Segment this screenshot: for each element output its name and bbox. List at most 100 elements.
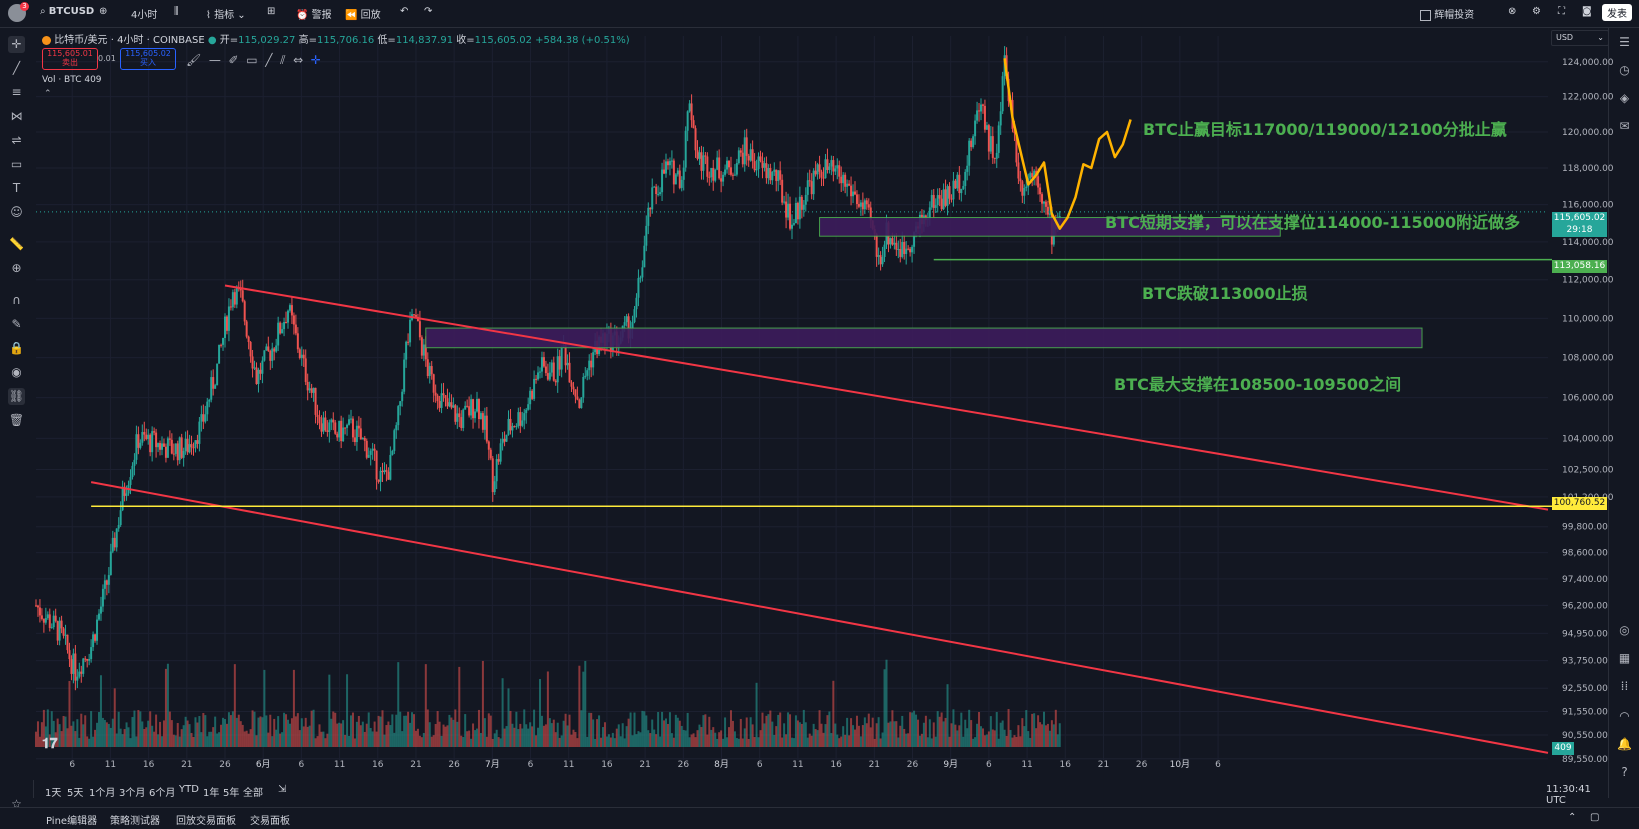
zoom-icon[interactable]: ⊕: [11, 261, 22, 275]
candle-body: [861, 202, 864, 210]
alert-button[interactable]: ⏰ 警报: [296, 6, 332, 21]
crosshair-icon[interactable]: ✛: [8, 36, 25, 53]
quick-search-icon[interactable]: ⊗: [1508, 6, 1517, 17]
ray-icon[interactable]: ╱: [265, 53, 273, 67]
volume-bar: [129, 738, 132, 747]
range-ytd[interactable]: YTD: [179, 784, 199, 795]
range-1y[interactable]: 1年: [203, 788, 220, 799]
volume-bar: [672, 737, 675, 747]
range-6m[interactable]: 6个月: [149, 788, 176, 799]
chevron-up-icon[interactable]: ⌃: [1568, 812, 1577, 823]
tab-trading-panel[interactable]: 交易面板: [250, 816, 290, 827]
pattern-icon[interactable]: ⋈: [10, 109, 23, 123]
annotation-take-profit[interactable]: BTC止赢目标117000/119000/12100分批止赢: [1143, 120, 1507, 139]
symbol-legend[interactable]: 比特币/美元 · 4小时 · COINBASE ● 开=115,029.27 高…: [42, 31, 630, 46]
pen-icon[interactable]: ✐: [228, 53, 239, 67]
volume-bar: [493, 733, 496, 747]
trade-toggle[interactable]: 辉帽投资: [1420, 6, 1474, 21]
volume-bar: [48, 734, 51, 747]
candle-body: [666, 161, 669, 166]
tab-replay-trading[interactable]: 回放交易面板: [176, 816, 236, 827]
range-5d[interactable]: 5天: [67, 788, 84, 799]
candle-body: [499, 443, 502, 462]
clock-icon[interactable]: ◷: [1619, 63, 1630, 77]
tradingview-logo-icon[interactable]: 𝟏𝟕: [42, 736, 58, 752]
utc-clock[interactable]: 11:30:41 UTC: [1546, 784, 1591, 806]
watchlist-icon[interactable]: ☰: [1619, 35, 1630, 49]
calendar-icon[interactable]: ▦: [1618, 651, 1631, 665]
cross-icon[interactable]: ✛: [310, 53, 321, 67]
indicators-button[interactable]: ⌇ 指标 ⌄: [206, 6, 246, 21]
annotation-short-support[interactable]: BTC短期支撑，可以在支撑位114000-115000附近做多: [1105, 213, 1521, 232]
volume-bar: [686, 712, 689, 747]
target-icon[interactable]: ◎: [1619, 623, 1630, 637]
replay-button[interactable]: ⏪ 回放: [345, 6, 381, 21]
range-5y[interactable]: 5年: [223, 788, 240, 799]
apps-icon[interactable]: ⁞⁞: [1620, 679, 1629, 693]
candle-body: [326, 430, 329, 432]
fullscreen-icon[interactable]: ⛶: [1558, 6, 1565, 17]
range-1d[interactable]: 1天: [45, 788, 62, 799]
chat-icon[interactable]: ✉: [1619, 119, 1630, 133]
trash-icon[interactable]: 🗑: [8, 413, 25, 427]
rectangle-icon[interactable]: ▭: [246, 53, 258, 67]
goto-date-icon[interactable]: ⇲: [278, 784, 287, 795]
buy-button[interactable]: 115,605.02 买入: [120, 48, 176, 70]
settings-icon[interactable]: ⚙: [1532, 6, 1541, 17]
magnet-icon[interactable]: ∩: [12, 293, 21, 307]
horizontal-line-icon[interactable]: —: [208, 53, 221, 67]
help-icon[interactable]: ?: [1621, 765, 1628, 779]
range-icon[interactable]: ⇔: [293, 53, 304, 67]
snapshot-icon[interactable]: ◙: [1582, 6, 1592, 17]
broadcast-icon[interactable]: ◠: [1619, 709, 1630, 723]
annotation-major-support[interactable]: BTC最大支撑在108500-109500之间: [1114, 375, 1402, 394]
range-all[interactable]: 全部: [243, 788, 263, 799]
annotation-stop-loss[interactable]: BTC跌破113000止损: [1142, 284, 1308, 303]
range-3m[interactable]: 3个月: [119, 788, 146, 799]
layout-icon[interactable]: ⊞: [267, 6, 276, 17]
notifications-icon[interactable]: 🔔: [1617, 737, 1632, 751]
lock-icon[interactable]: 🔒: [9, 341, 24, 355]
add-symbol-icon[interactable]: ⊕: [99, 6, 108, 17]
interval-button[interactable]: 4小时: [131, 10, 158, 21]
alert-label: 警报: [311, 10, 332, 21]
prediction-icon[interactable]: ⇌: [11, 133, 22, 147]
currency-select[interactable]: USD ⌄: [1551, 30, 1609, 46]
volume-bar: [363, 731, 366, 747]
volume-bar: [1021, 718, 1024, 747]
candle-body: [76, 676, 79, 681]
layers-icon[interactable]: ◈: [1619, 91, 1630, 105]
change-value: +584.38 (+0.51%): [535, 35, 630, 46]
channel-icon[interactable]: ⫽: [280, 53, 286, 67]
x-tick-label: 16: [830, 760, 842, 770]
brush-icon[interactable]: 🖌: [186, 53, 202, 67]
sell-button[interactable]: 115,605.01 卖出: [42, 48, 98, 70]
candle-body: [422, 344, 425, 356]
range-1m[interactable]: 1个月: [89, 788, 116, 799]
symbol-search[interactable]: ⌕ BTCUSD: [40, 6, 94, 17]
shape-icon[interactable]: ▭: [10, 157, 23, 171]
emoji-icon[interactable]: ☺: [10, 205, 23, 219]
undo-icon[interactable]: ↶: [400, 6, 409, 17]
text-icon[interactable]: T: [12, 181, 21, 195]
stay-drawing-icon[interactable]: ✎: [11, 317, 22, 331]
volume-bar: [562, 720, 565, 747]
eye-icon[interactable]: ◉: [11, 365, 22, 379]
star-icon[interactable]: ☆: [11, 797, 22, 811]
tab-pine-editor[interactable]: Pine编辑器: [46, 816, 98, 827]
fib-icon[interactable]: ≡: [11, 85, 22, 99]
candle-style-icon[interactable]: ⫼: [174, 6, 179, 17]
volume-legend[interactable]: Vol · BTC 409: [42, 75, 102, 85]
collapse-legend-icon[interactable]: ⌃: [44, 89, 52, 99]
publish-button[interactable]: 发表: [1602, 4, 1632, 21]
trend-line-icon[interactable]: ╱: [12, 61, 21, 75]
link-icon[interactable]: ⛓: [8, 388, 25, 405]
volume-bar: [824, 724, 827, 747]
redo-icon[interactable]: ↷: [424, 6, 433, 17]
tab-strategy-tester[interactable]: 策略测试器: [110, 816, 160, 827]
volume-bar: [519, 723, 522, 747]
ruler-icon[interactable]: 📏: [9, 237, 24, 251]
candle-body: [531, 390, 534, 399]
maximize-panel-icon[interactable]: ▢: [1590, 812, 1600, 823]
